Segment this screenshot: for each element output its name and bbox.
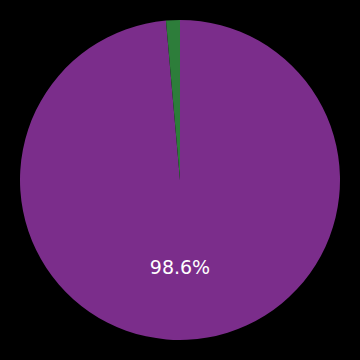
pie-slice	[20, 20, 340, 340]
background	[0, 0, 360, 360]
chart: 98.6%	[0, 0, 360, 360]
pie-slice	[166, 20, 180, 180]
chart-container: 98.6%	[0, 0, 360, 360]
slice-label: 98.6%	[150, 256, 210, 278]
pie	[20, 20, 340, 340]
